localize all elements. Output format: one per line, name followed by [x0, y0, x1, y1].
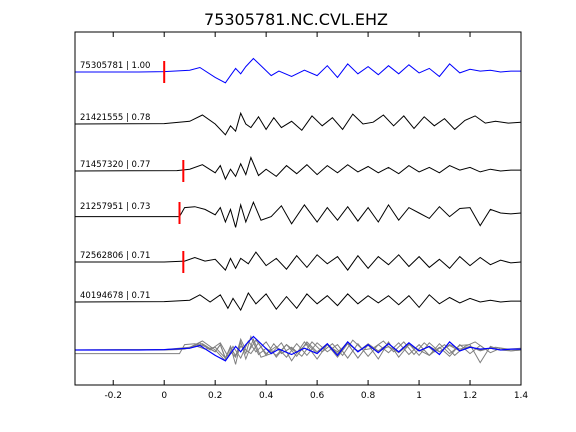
- x-tick-label: -0.2: [104, 391, 122, 401]
- x-tick-label: 0.6: [310, 391, 325, 401]
- x-axis: -0.2 0 0.2 0.4 0.6 0.8 1 1.2 1.4: [104, 32, 528, 401]
- plot-area: 75305781 | 1.00 21421555 | 0.78 71457320 |…: [74, 57, 522, 365]
- chart-title: 75305781.NC.CVL.EHZ: [204, 10, 388, 29]
- trace-label-21421555: 21421555 | 0.78: [80, 113, 150, 123]
- x-tick-label: 0: [161, 391, 167, 401]
- trace-71457320: [74, 156, 521, 181]
- x-tick-label: 1: [416, 391, 422, 401]
- x-tick-label: 1.4: [514, 391, 529, 401]
- overlay-trace-75305781: [75, 335, 521, 362]
- trace-40194678: [74, 291, 521, 312]
- trace-21257951: [75, 200, 522, 228]
- trace-75305781: [75, 57, 521, 84]
- trace-72562806: [75, 251, 522, 271]
- trace-label-21257951: 21257951 | 0.73: [80, 202, 150, 212]
- x-tick-label: 0.4: [259, 391, 274, 401]
- trace-21421555: [74, 111, 522, 136]
- trace-label-72562806: 72562806 | 0.71: [80, 251, 150, 261]
- trace-label-71457320: 71457320 | 0.77: [80, 160, 150, 170]
- x-tick-label: 0.8: [361, 391, 376, 401]
- x-tick-label: 1.2: [463, 391, 477, 401]
- axes-frame: [74, 31, 522, 386]
- x-tick-label: 0.2: [208, 391, 222, 401]
- trace-label-40194678: 40194678 | 0.71: [80, 291, 150, 301]
- trace-label-75305781: 75305781 | 1.00: [80, 61, 150, 71]
